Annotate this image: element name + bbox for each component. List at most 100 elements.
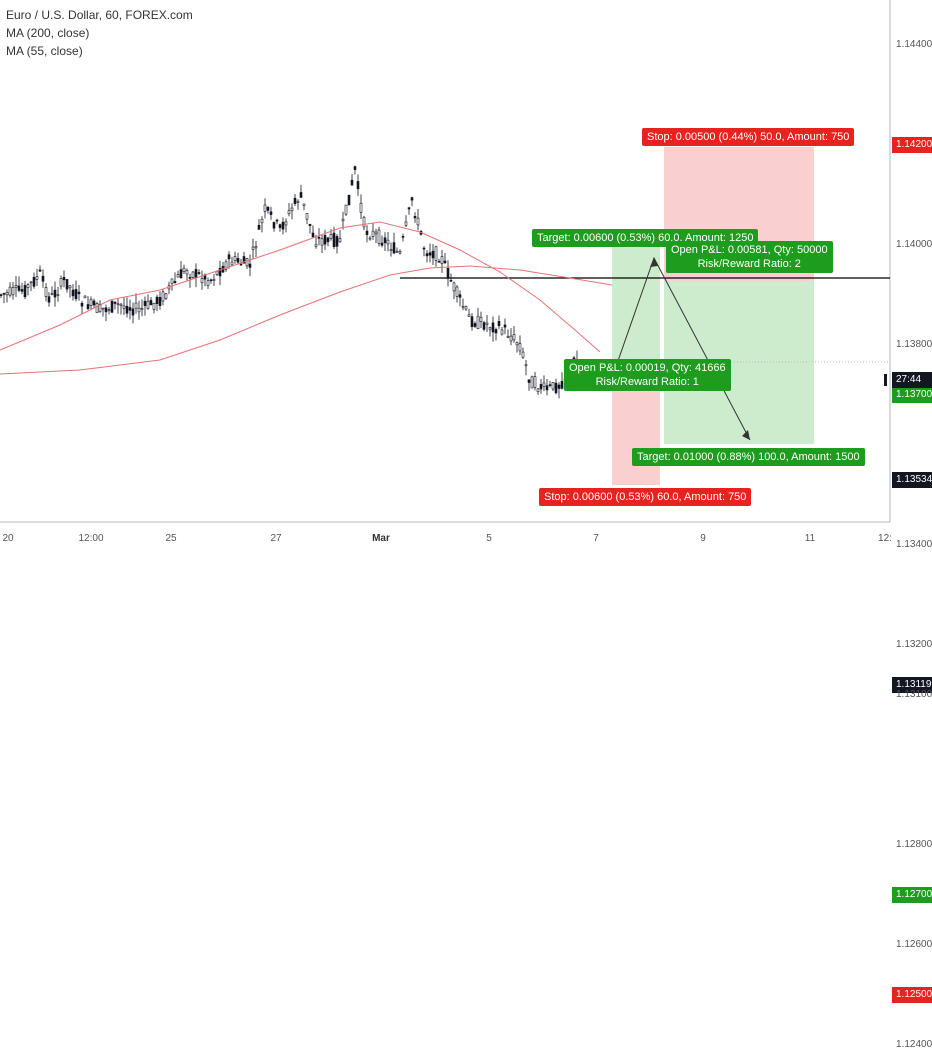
candle-body	[269, 211, 273, 215]
candle-body	[338, 238, 342, 243]
candle-body	[8, 286, 12, 296]
price-chart[interactable]	[0, 0, 932, 550]
candle-body	[404, 221, 408, 226]
candle-body	[266, 206, 270, 211]
candle-body	[398, 251, 402, 254]
candle-body	[197, 272, 201, 274]
candle-body	[356, 181, 360, 190]
candle-body	[86, 304, 90, 309]
candle-body	[503, 324, 507, 328]
candle-body	[476, 315, 480, 329]
candle-body	[305, 213, 309, 220]
candle-body	[14, 285, 18, 288]
candle-body	[542, 382, 546, 387]
long-stop-badge[interactable]: Stop: 0.00600 (0.53%) 60.0, Amount: 750	[539, 488, 752, 506]
ma-55-line	[0, 221, 601, 353]
candle-body	[500, 329, 504, 335]
candle-body	[161, 291, 165, 302]
candle-body	[512, 334, 516, 341]
long-pnl-badge[interactable]: Open P&L: 0.00019, Qty: 41666 Risk/Rewar…	[564, 359, 731, 391]
chart-legend: Euro / U.S. Dollar, 60, FOREX.com MA (20…	[6, 6, 193, 60]
candle-body	[320, 238, 324, 246]
price-tick-label: 1.13400	[896, 539, 932, 550]
candle-body	[485, 322, 489, 325]
candle-body	[251, 246, 255, 250]
candle-body	[35, 276, 39, 280]
candle-body	[191, 271, 195, 278]
candle-body	[155, 296, 159, 305]
long-pnl-text: Open P&L: 0.00019, Qty: 41666	[569, 362, 726, 374]
time-tick-label: 12:	[878, 533, 892, 544]
candle-body	[527, 379, 531, 383]
short-pnl-badge[interactable]: Open P&L: 0.00581, Qty: 50000 Risk/Rewar…	[666, 241, 833, 273]
candle-body	[548, 384, 552, 386]
candle-body	[62, 277, 66, 281]
price-tick-label: 1.13200	[896, 639, 932, 650]
candle-body	[80, 302, 84, 307]
price-tick-label: 1.14000	[896, 239, 932, 250]
candle-body	[254, 246, 258, 249]
candle-body	[395, 250, 399, 253]
candle-body	[317, 236, 321, 239]
candle-body	[560, 381, 564, 389]
candle-body	[299, 192, 303, 198]
candle-body	[107, 309, 111, 312]
candle-body	[137, 307, 141, 313]
short-target-badge[interactable]: Target: 0.01000 (0.88%) 100.0, Amount: 1…	[632, 448, 865, 466]
candle-body	[17, 285, 21, 291]
candle-body	[32, 277, 36, 287]
candle-body	[20, 289, 24, 292]
candle-body	[233, 256, 237, 262]
price-marker-label: 1.14200	[892, 137, 932, 153]
candle-body	[335, 236, 339, 247]
candle-body	[323, 235, 327, 245]
candle-body	[530, 376, 534, 389]
clock-icon	[884, 374, 887, 386]
price-marker-label: 1.12700	[892, 887, 932, 903]
candle-body	[452, 282, 456, 292]
candle-body	[347, 194, 351, 206]
candle-body	[314, 243, 318, 247]
candle-body	[173, 281, 177, 284]
candle-body	[50, 293, 54, 295]
short-stop-badge[interactable]: Stop: 0.00500 (0.44%) 50.0, Amount: 750	[642, 128, 855, 146]
candle-body	[308, 223, 312, 226]
candle-body	[545, 385, 549, 391]
candle-body	[383, 237, 387, 244]
candle-body	[407, 207, 411, 210]
candle-body	[248, 263, 252, 268]
symbol-title: Euro / U.S. Dollar, 60, FOREX.com	[6, 8, 193, 22]
price-tick-label: 1.12600	[896, 939, 932, 950]
candle-body	[362, 216, 366, 228]
price-marker-label: 1.13700	[892, 387, 932, 403]
candle-body	[515, 342, 519, 346]
time-tick-label: 9	[700, 533, 706, 544]
time-tick-label: 7	[593, 533, 599, 544]
candle-body	[143, 300, 147, 306]
candle-body	[473, 323, 477, 327]
candle-body	[98, 303, 102, 313]
candle-body	[491, 322, 495, 333]
candle-body	[5, 292, 9, 296]
time-tick-label: 25	[165, 533, 177, 544]
candle-body	[449, 279, 453, 282]
candle-body	[101, 307, 105, 310]
candle-body	[326, 237, 330, 243]
candle-body	[521, 351, 525, 358]
candle-body	[71, 289, 75, 297]
candle-body	[206, 280, 210, 286]
candle-body	[272, 222, 276, 229]
time-tick-label: 5	[486, 533, 492, 544]
candle-body	[239, 263, 243, 266]
candle-body	[122, 305, 126, 309]
candle-body	[440, 256, 444, 264]
candle-body	[464, 306, 468, 310]
candle-body	[416, 217, 420, 226]
candle-body	[389, 249, 393, 251]
candle-body	[350, 179, 354, 186]
candle-body	[410, 197, 414, 201]
candle-body	[44, 287, 48, 297]
candle-body	[506, 336, 510, 338]
candle-body	[227, 254, 231, 260]
